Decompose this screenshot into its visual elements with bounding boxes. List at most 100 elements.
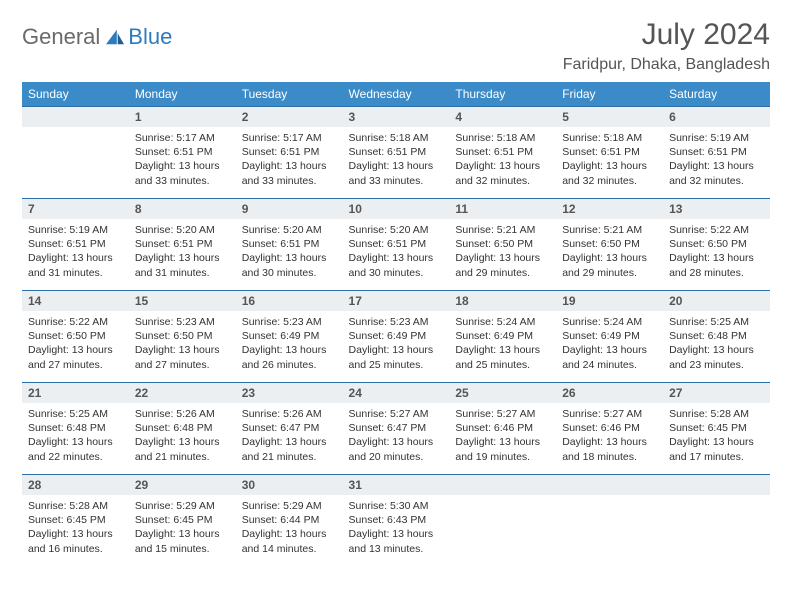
day-number: 29 <box>129 475 236 495</box>
day-number: 19 <box>556 291 663 311</box>
calendar-cell: 27Sunrise: 5:28 AMSunset: 6:45 PMDayligh… <box>663 382 770 474</box>
calendar-cell: 12Sunrise: 5:21 AMSunset: 6:50 PMDayligh… <box>556 198 663 290</box>
day-number: 2 <box>236 107 343 127</box>
day-details: Sunrise: 5:26 AMSunset: 6:48 PMDaylight:… <box>129 403 236 470</box>
calendar-body: 0. 1Sunrise: 5:17 AMSunset: 6:51 PMDaylig… <box>22 106 770 566</box>
day-number: 17 <box>343 291 450 311</box>
calendar-cell: 0. <box>449 474 556 566</box>
day-details: Sunrise: 5:19 AMSunset: 6:51 PMDaylight:… <box>22 219 129 286</box>
day-details: Sunrise: 5:23 AMSunset: 6:50 PMDaylight:… <box>129 311 236 378</box>
calendar-cell: 10Sunrise: 5:20 AMSunset: 6:51 PMDayligh… <box>343 198 450 290</box>
brand-sail-icon <box>104 28 126 46</box>
calendar-row: 7Sunrise: 5:19 AMSunset: 6:51 PMDaylight… <box>22 198 770 290</box>
calendar-cell: 21Sunrise: 5:25 AMSunset: 6:48 PMDayligh… <box>22 382 129 474</box>
calendar-cell: 13Sunrise: 5:22 AMSunset: 6:50 PMDayligh… <box>663 198 770 290</box>
calendar-cell: 5Sunrise: 5:18 AMSunset: 6:51 PMDaylight… <box>556 106 663 198</box>
day-details: Sunrise: 5:24 AMSunset: 6:49 PMDaylight:… <box>449 311 556 378</box>
title-block: July 2024 Faridpur, Dhaka, Bangladesh <box>563 18 770 74</box>
calendar-cell: 28Sunrise: 5:28 AMSunset: 6:45 PMDayligh… <box>22 474 129 566</box>
day-number: 30 <box>236 475 343 495</box>
calendar-cell: 7Sunrise: 5:19 AMSunset: 6:51 PMDaylight… <box>22 198 129 290</box>
calendar-cell: 4Sunrise: 5:18 AMSunset: 6:51 PMDaylight… <box>449 106 556 198</box>
brand-part2: Blue <box>128 24 172 50</box>
calendar-cell: 18Sunrise: 5:24 AMSunset: 6:49 PMDayligh… <box>449 290 556 382</box>
day-number: 18 <box>449 291 556 311</box>
calendar-cell: 24Sunrise: 5:27 AMSunset: 6:47 PMDayligh… <box>343 382 450 474</box>
day-details: Sunrise: 5:27 AMSunset: 6:46 PMDaylight:… <box>449 403 556 470</box>
day-details: Sunrise: 5:22 AMSunset: 6:50 PMDaylight:… <box>22 311 129 378</box>
day-details: Sunrise: 5:21 AMSunset: 6:50 PMDaylight:… <box>449 219 556 286</box>
day-details: Sunrise: 5:18 AMSunset: 6:51 PMDaylight:… <box>449 127 556 194</box>
day-details: Sunrise: 5:27 AMSunset: 6:47 PMDaylight:… <box>343 403 450 470</box>
day-number: 14 <box>22 291 129 311</box>
day-details: Sunrise: 5:18 AMSunset: 6:51 PMDaylight:… <box>556 127 663 194</box>
day-details: Sunrise: 5:18 AMSunset: 6:51 PMDaylight:… <box>343 127 450 194</box>
day-number: 15 <box>129 291 236 311</box>
calendar-cell: 15Sunrise: 5:23 AMSunset: 6:50 PMDayligh… <box>129 290 236 382</box>
day-number: 27 <box>663 383 770 403</box>
weekday-header-cell: Tuesday <box>236 82 343 106</box>
calendar-row: 0.1Sunrise: 5:17 AMSunset: 6:51 PMDaylig… <box>22 106 770 198</box>
day-details: Sunrise: 5:29 AMSunset: 6:45 PMDaylight:… <box>129 495 236 562</box>
day-number: 16 <box>236 291 343 311</box>
weekday-header: SundayMondayTuesdayWednesdayThursdayFrid… <box>22 82 770 106</box>
weekday-header-cell: Saturday <box>663 82 770 106</box>
day-details: Sunrise: 5:20 AMSunset: 6:51 PMDaylight:… <box>343 219 450 286</box>
day-details: Sunrise: 5:25 AMSunset: 6:48 PMDaylight:… <box>663 311 770 378</box>
weekday-header-cell: Thursday <box>449 82 556 106</box>
day-details: Sunrise: 5:28 AMSunset: 6:45 PMDaylight:… <box>663 403 770 470</box>
calendar-cell: 23Sunrise: 5:26 AMSunset: 6:47 PMDayligh… <box>236 382 343 474</box>
day-number: 3 <box>343 107 450 127</box>
calendar-cell: 2Sunrise: 5:17 AMSunset: 6:51 PMDaylight… <box>236 106 343 198</box>
calendar-table: SundayMondayTuesdayWednesdayThursdayFrid… <box>22 82 770 566</box>
calendar-cell: 14Sunrise: 5:22 AMSunset: 6:50 PMDayligh… <box>22 290 129 382</box>
calendar-cell: 9Sunrise: 5:20 AMSunset: 6:51 PMDaylight… <box>236 198 343 290</box>
calendar-cell: 17Sunrise: 5:23 AMSunset: 6:49 PMDayligh… <box>343 290 450 382</box>
day-number: 12 <box>556 199 663 219</box>
day-number: 24 <box>343 383 450 403</box>
calendar-cell: 20Sunrise: 5:25 AMSunset: 6:48 PMDayligh… <box>663 290 770 382</box>
day-details: Sunrise: 5:17 AMSunset: 6:51 PMDaylight:… <box>129 127 236 194</box>
day-details: Sunrise: 5:23 AMSunset: 6:49 PMDaylight:… <box>343 311 450 378</box>
day-number: 11 <box>449 199 556 219</box>
calendar-cell: 26Sunrise: 5:27 AMSunset: 6:46 PMDayligh… <box>556 382 663 474</box>
calendar-cell: 0. <box>663 474 770 566</box>
calendar-row: 28Sunrise: 5:28 AMSunset: 6:45 PMDayligh… <box>22 474 770 566</box>
calendar-cell: 8Sunrise: 5:20 AMSunset: 6:51 PMDaylight… <box>129 198 236 290</box>
day-number: 21 <box>22 383 129 403</box>
weekday-header-cell: Friday <box>556 82 663 106</box>
calendar-cell: 19Sunrise: 5:24 AMSunset: 6:49 PMDayligh… <box>556 290 663 382</box>
weekday-header-cell: Monday <box>129 82 236 106</box>
weekday-header-cell: Sunday <box>22 82 129 106</box>
calendar-cell: 6Sunrise: 5:19 AMSunset: 6:51 PMDaylight… <box>663 106 770 198</box>
day-details: Sunrise: 5:23 AMSunset: 6:49 PMDaylight:… <box>236 311 343 378</box>
calendar-cell: 16Sunrise: 5:23 AMSunset: 6:49 PMDayligh… <box>236 290 343 382</box>
day-number: 23 <box>236 383 343 403</box>
calendar-cell: 29Sunrise: 5:29 AMSunset: 6:45 PMDayligh… <box>129 474 236 566</box>
day-details: Sunrise: 5:21 AMSunset: 6:50 PMDaylight:… <box>556 219 663 286</box>
day-number: 4 <box>449 107 556 127</box>
day-details: Sunrise: 5:17 AMSunset: 6:51 PMDaylight:… <box>236 127 343 194</box>
day-number: 26 <box>556 383 663 403</box>
day-details: Sunrise: 5:26 AMSunset: 6:47 PMDaylight:… <box>236 403 343 470</box>
day-number: 31 <box>343 475 450 495</box>
day-details: Sunrise: 5:20 AMSunset: 6:51 PMDaylight:… <box>236 219 343 286</box>
calendar-cell: 30Sunrise: 5:29 AMSunset: 6:44 PMDayligh… <box>236 474 343 566</box>
location: Faridpur, Dhaka, Bangladesh <box>563 56 770 74</box>
day-number: 25 <box>449 383 556 403</box>
day-number: 10 <box>343 199 450 219</box>
month-title: July 2024 <box>563 18 770 52</box>
day-number: 7 <box>22 199 129 219</box>
day-number: 8 <box>129 199 236 219</box>
day-details: Sunrise: 5:30 AMSunset: 6:43 PMDaylight:… <box>343 495 450 562</box>
calendar-cell: 1Sunrise: 5:17 AMSunset: 6:51 PMDaylight… <box>129 106 236 198</box>
day-details: Sunrise: 5:22 AMSunset: 6:50 PMDaylight:… <box>663 219 770 286</box>
day-number: 13 <box>663 199 770 219</box>
calendar-row: 21Sunrise: 5:25 AMSunset: 6:48 PMDayligh… <box>22 382 770 474</box>
day-number: 20 <box>663 291 770 311</box>
brand-part1: General <box>22 24 100 50</box>
calendar-cell: 31Sunrise: 5:30 AMSunset: 6:43 PMDayligh… <box>343 474 450 566</box>
calendar-cell: 11Sunrise: 5:21 AMSunset: 6:50 PMDayligh… <box>449 198 556 290</box>
calendar-row: 14Sunrise: 5:22 AMSunset: 6:50 PMDayligh… <box>22 290 770 382</box>
day-number: 9 <box>236 199 343 219</box>
